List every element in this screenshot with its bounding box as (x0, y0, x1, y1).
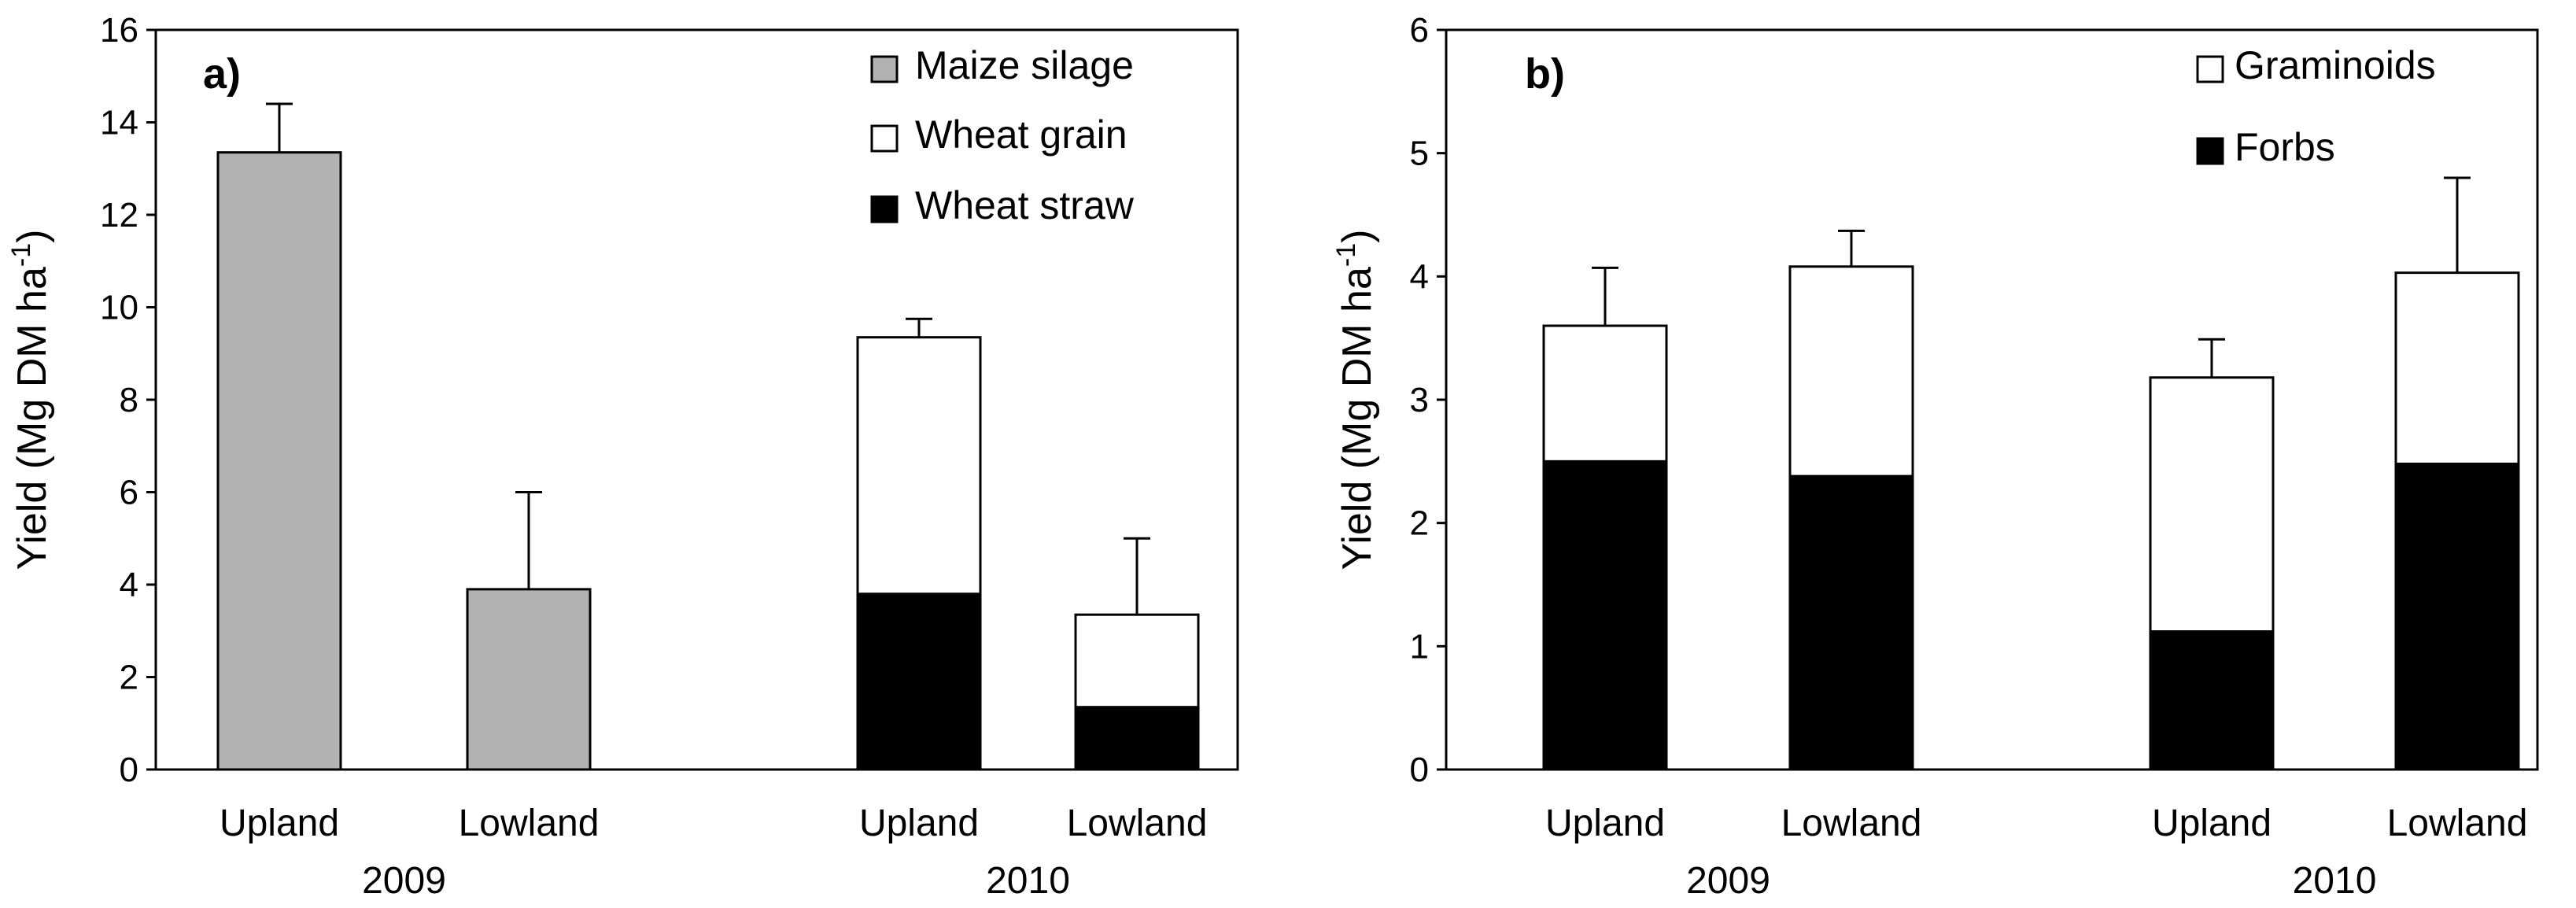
chart-panel-a: 0 2 4 6 8 10 12 14 16 Yield (Mg DM ha-1) Upland Low… (6, 11, 1239, 902)
y-tick-label: 16 (100, 11, 138, 50)
y-tick-label: 12 (100, 196, 138, 234)
y-tick-label: 1 (1410, 627, 1429, 666)
legend-label: Graminoids (2235, 43, 2436, 87)
y-tick-label: 0 (1410, 751, 1429, 789)
bar-wheat-straw (856, 592, 982, 771)
y-axis-label-superscript: -1 (1331, 243, 1361, 267)
bar-graminoids (1788, 265, 1914, 478)
y-axis-label: Yield (Mg DM ha-1) (6, 230, 55, 570)
bar-wheat-grain (1074, 613, 1200, 709)
bar-graminoids (2394, 271, 2520, 465)
y-axis-label-text: Yield (Mg DM ha (9, 267, 55, 570)
legend-label: Wheat grain (915, 113, 1127, 157)
x-category-label: Lowland (2387, 803, 2528, 844)
y-axis-label: Yield (Mg DM ha-1) (1331, 230, 1380, 570)
x-category-label: Upland (859, 803, 979, 844)
bar-graminoids (1542, 324, 1668, 463)
x-category-label: Lowland (1067, 803, 1208, 844)
legend-swatch (2196, 55, 2224, 83)
legend-swatch (870, 195, 899, 223)
bar-maize-silage (216, 151, 342, 771)
y-tick-label: 10 (100, 289, 138, 327)
y-tick-label: 0 (120, 751, 138, 789)
y-axis-label-close: ) (9, 230, 55, 243)
legend-label: Forbs (2235, 125, 2335, 169)
y-tick-label: 2 (1410, 504, 1429, 543)
y-tick-label: 3 (1410, 381, 1429, 419)
bar-forbs (2394, 462, 2520, 771)
legend-swatch (870, 55, 899, 83)
y-tick-label: 6 (1410, 11, 1429, 50)
legend-label: Wheat straw (915, 183, 1135, 227)
y-tick-label: 2 (120, 659, 138, 697)
bar-forbs (1542, 460, 1668, 771)
bar-forbs (1788, 474, 1914, 771)
x-category-label: Upland (2152, 803, 2272, 844)
bar-forbs (2149, 630, 2275, 771)
x-category-label: Upland (220, 803, 339, 844)
panel-label: b) (1525, 50, 1565, 98)
x-group-label: 2009 (1686, 860, 1770, 902)
x-group-label: 2010 (2293, 860, 2377, 902)
panel-label: a) (203, 50, 241, 98)
legend-label: Maize silage (915, 43, 1134, 87)
y-tick-label: 4 (1410, 257, 1429, 296)
y-tick-label: 5 (1410, 135, 1429, 173)
bar-wheat-straw (1074, 706, 1200, 771)
chart-panel-b: 0 1 2 3 4 5 6 Yield (Mg DM ha-1) Upland Lowland Up… (1331, 11, 2539, 902)
x-category-label: Lowland (459, 803, 600, 844)
legend-swatch (870, 124, 899, 153)
y-tick-label: 14 (100, 104, 138, 142)
y-tick-label: 8 (120, 381, 138, 419)
y-axis-label-text: Yield (Mg DM ha (1334, 267, 1380, 570)
bar-wheat-grain (856, 336, 982, 596)
x-category-label: Lowland (1781, 803, 1922, 844)
legend-swatch (2196, 137, 2224, 165)
x-group-label: 2009 (362, 860, 446, 902)
y-axis-label-superscript: -1 (6, 243, 36, 267)
bar-maize-silage (466, 588, 592, 771)
x-category-label: Upland (1545, 803, 1665, 844)
x-group-label: 2010 (986, 860, 1070, 902)
y-tick-label: 6 (120, 474, 138, 512)
y-axis-label-close: ) (1334, 230, 1380, 243)
y-tick-label: 4 (120, 566, 138, 604)
bar-graminoids (2149, 376, 2275, 633)
